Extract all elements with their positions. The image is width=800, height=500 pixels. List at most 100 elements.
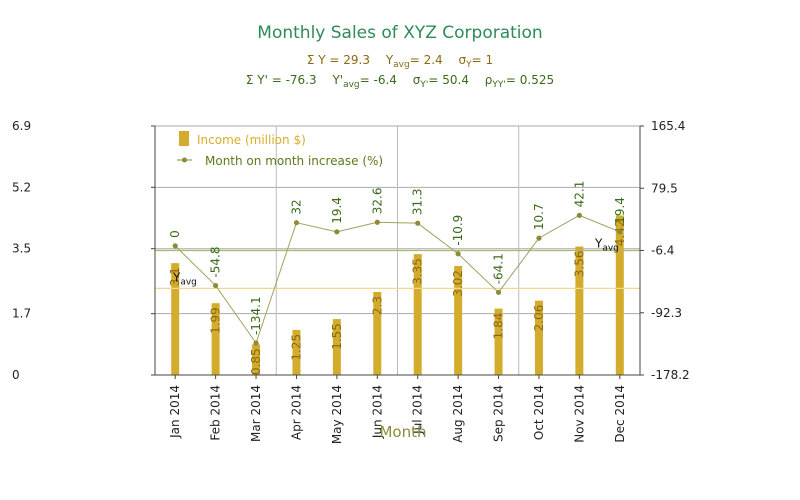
increase-sigma-value: = 50.4 xyxy=(428,73,469,87)
x-category-label: Feb 2014 xyxy=(209,385,223,441)
income-bar xyxy=(332,319,341,375)
x-category-label: Nov 2014 xyxy=(572,385,586,443)
increase-sigma-label: σ xyxy=(413,73,421,87)
income-avg-value: = 2.4 xyxy=(410,53,443,67)
grid xyxy=(155,125,640,375)
increase-line: 0 -54.8 -134.1 32 19.4 32.6 31.3 -10.9 -64.1 10.7… xyxy=(168,181,627,346)
increase-stats: Σ Y' = -76.3 Y'avg= -6.4 σY'= 50.4 ρYY'=… xyxy=(246,73,554,90)
increase-rho-sub: YY' xyxy=(491,80,505,90)
increase-point xyxy=(374,219,380,225)
chart-title: Monthly Sales of XYZ Corporation xyxy=(257,23,542,43)
increase-value-label: -54.8 xyxy=(209,247,223,278)
increase-value-label: 32 xyxy=(289,199,303,214)
x-category-label: Dec 2014 xyxy=(613,385,627,443)
bar-value-label: 0.85 xyxy=(249,348,263,375)
income-bar xyxy=(413,254,422,375)
left-tick-label: 0 xyxy=(12,368,20,382)
income-bar xyxy=(211,303,220,375)
income-bar xyxy=(454,266,463,375)
income-bar xyxy=(615,215,624,375)
right-tick-label: -6.4 xyxy=(651,244,674,258)
legend-increase-label: Month on month increase (%) xyxy=(205,154,383,168)
increase-point xyxy=(576,212,582,218)
bar-value-label: 1.55 xyxy=(330,323,344,350)
increase-value-label: 19.4 xyxy=(330,197,344,224)
income-bar xyxy=(292,329,301,375)
increase-rho-value: = 0.525 xyxy=(506,73,554,87)
x-category-label: Sep 2014 xyxy=(492,385,506,442)
right-tick-label: -92.3 xyxy=(651,306,682,320)
average-line-label: Yavg xyxy=(172,270,197,287)
x-category-label: Aug 2014 xyxy=(451,385,465,443)
increase-point xyxy=(172,243,178,249)
increase-avg-label: Y' xyxy=(331,73,343,87)
income-avg-sub: avg xyxy=(393,60,410,70)
income-stats: Σ Y = 29.3 Yavg= 2.4 σY= 1 xyxy=(307,53,493,70)
increase-value-label: 10.7 xyxy=(532,203,546,230)
increase-point xyxy=(536,235,542,241)
increase-value-label: 31.3 xyxy=(411,188,425,215)
increase-value-label: -134.1 xyxy=(249,296,263,335)
increase-value-label: 32.6 xyxy=(370,188,384,215)
legend-bar-swatch xyxy=(179,131,189,146)
right-tick-label: 79.5 xyxy=(651,181,678,195)
bar-value-label: 3.35 xyxy=(411,258,425,285)
bar-value-label: 2.3 xyxy=(370,296,384,315)
increase-point xyxy=(455,251,461,257)
income-sigma-sub: Y xyxy=(465,60,472,70)
increase-value-label: 0 xyxy=(168,230,182,238)
increase-point xyxy=(253,340,259,346)
increase-rho-label: ρ xyxy=(485,73,493,87)
left-tick-label: 5.2 xyxy=(12,180,31,194)
bar-value-label: 3.02 xyxy=(451,270,465,297)
income-bars: 3.1 1.99 0.85 1.25 1.55 2.3 3.35 3.02 1.84 2.06 3.… xyxy=(168,215,627,375)
bar-value-label: 1.25 xyxy=(289,334,303,361)
income-sigma-label: σ xyxy=(459,53,467,67)
income-avg-label: Y xyxy=(385,53,394,67)
increase-value-label: 42.1 xyxy=(572,181,586,208)
income-bar xyxy=(575,246,584,375)
legend-line-marker xyxy=(182,157,187,163)
increase-polyline xyxy=(174,214,620,345)
increase-value-label: -64.1 xyxy=(492,253,506,284)
x-category-label: Apr 2014 xyxy=(289,385,303,440)
income-bar xyxy=(252,344,261,375)
bar-value-label: 3.1 xyxy=(168,267,182,286)
average-lines: Yavg Yavg xyxy=(155,237,640,289)
increase-avg-value: = -6.4 xyxy=(360,73,397,87)
bar-value-label: 1.84 xyxy=(492,313,506,340)
legend-income-label: Income (million $) xyxy=(197,133,306,147)
income-bar xyxy=(373,292,382,375)
left-tick-label: 1.7 xyxy=(12,307,31,321)
x-category-label: May 2014 xyxy=(330,385,344,444)
x-category-label: Oct 2014 xyxy=(532,385,546,440)
income-sigma-value: = 1 xyxy=(472,53,494,67)
income-sum: Σ Y = 29.3 xyxy=(307,53,370,67)
income-bar xyxy=(494,308,503,375)
bar-value-label: 2.06 xyxy=(532,305,546,332)
x-category-label: Mar 2014 xyxy=(249,385,263,442)
income-bar xyxy=(171,263,180,375)
bar-value-label: 1.99 xyxy=(209,307,223,334)
increase-value-label: -10.9 xyxy=(451,215,465,246)
x-category-label: Jul 2014 xyxy=(411,385,425,435)
left-tick-label: 6.9 xyxy=(12,119,31,133)
x-category-label: Jun 2014 xyxy=(370,385,384,439)
average-line-label: Yavg xyxy=(594,237,619,254)
legend: Income (million $) Month on month increa… xyxy=(177,131,383,168)
increase-sum: Σ Y' = -76.3 xyxy=(246,73,317,87)
x-category-label: Jan 2014 xyxy=(168,385,182,439)
increase-point xyxy=(495,289,502,295)
bar-value-label: 3.56 xyxy=(572,251,586,278)
increase-value-label: 19.4 xyxy=(613,197,627,224)
increase-sigma-sub: Y' xyxy=(419,80,428,90)
right-tick-label: -178.2 xyxy=(651,368,690,382)
increase-point xyxy=(617,229,623,235)
increase-point xyxy=(293,220,300,226)
increase-avg-sub: avg xyxy=(343,80,360,90)
left-tick-label: 3.5 xyxy=(12,242,31,256)
right-tick-label: 165.4 xyxy=(651,119,685,133)
increase-point xyxy=(415,220,421,226)
